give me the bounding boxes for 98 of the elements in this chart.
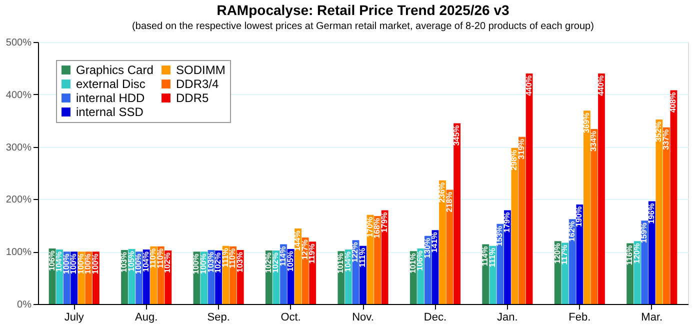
data-label: 101% <box>408 253 418 274</box>
data-label: 319% <box>516 138 526 160</box>
data-label: 102% <box>264 252 273 274</box>
x-tick-label: Oct. <box>280 312 301 324</box>
bar <box>576 204 584 304</box>
data-label: 114% <box>278 246 288 266</box>
legend-label: internal SSD <box>76 105 144 119</box>
data-label: 159% <box>640 222 649 244</box>
data-label: 101% <box>336 253 346 274</box>
data-label: 120% <box>632 243 642 264</box>
data-label: 352% <box>654 122 664 142</box>
data-label: 153% <box>495 226 504 246</box>
data-label: 104% <box>141 252 150 272</box>
data-label: 100% <box>84 254 93 274</box>
data-label: 190% <box>574 206 584 227</box>
legend-label: DDR3/4 <box>176 77 220 91</box>
data-label: 106% <box>416 250 425 271</box>
chart-subtitle: (based on the respective lowest prices at German retail market, average of 8-20 products of each group) <box>132 21 594 32</box>
y-tick-label: 400% <box>6 90 32 101</box>
data-label: 100% <box>192 254 201 274</box>
data-label: 218% <box>444 192 454 212</box>
data-label: 236% <box>437 182 446 203</box>
data-label: 100% <box>90 254 100 274</box>
data-label: 440% <box>596 75 606 96</box>
data-label: 105% <box>286 250 295 272</box>
data-label: 100% <box>62 254 71 274</box>
x-tick-label: Aug. <box>135 312 158 324</box>
y-tick-label: 500% <box>6 38 32 48</box>
data-label: 298% <box>510 150 519 170</box>
data-label: 369% <box>582 112 591 134</box>
x-tick-label: Nov. <box>352 312 374 324</box>
chart-title: RAMpocalyse: Retail Price Trend 2025/26 v3 <box>216 2 510 18</box>
data-label: 120% <box>552 243 562 264</box>
data-label: 345% <box>452 125 462 146</box>
data-label: 179% <box>502 212 512 233</box>
data-label: 170% <box>365 216 374 238</box>
bar <box>439 180 446 304</box>
data-label: 103% <box>206 252 216 272</box>
data-label: 117% <box>560 244 570 265</box>
data-label: 110% <box>148 248 158 268</box>
legend-label: Graphics Card <box>76 63 154 77</box>
data-label: 122% <box>350 242 360 263</box>
bar <box>381 210 388 304</box>
bar <box>583 110 590 304</box>
data-label: 103% <box>120 252 129 272</box>
x-tick-label: Feb. <box>568 312 591 324</box>
data-label: 100% <box>199 254 208 274</box>
data-label: 111% <box>488 248 497 268</box>
bar <box>648 201 656 304</box>
data-label: 100% <box>76 254 86 274</box>
legend-label: DDR5 <box>176 91 209 105</box>
legend-label: external Disc <box>76 77 146 91</box>
data-label: 119% <box>308 244 317 264</box>
data-label: 179% <box>380 212 389 233</box>
x-tick-label: Jan. <box>497 312 518 324</box>
data-label: 334% <box>589 130 598 152</box>
data-label: 110% <box>228 248 238 268</box>
legend-label: internal HDD <box>76 91 146 105</box>
bar <box>504 210 511 304</box>
data-label: 130% <box>422 238 432 258</box>
data-label: 114% <box>480 246 490 266</box>
data-label: 110% <box>156 248 165 268</box>
data-label: 100% <box>69 254 78 274</box>
data-label: 102% <box>271 252 280 274</box>
data-label: 104% <box>54 252 64 272</box>
data-label: 100% <box>134 254 144 274</box>
data-label: 196% <box>646 203 656 224</box>
data-label: 104% <box>343 252 352 272</box>
data-label: 103% <box>235 252 244 272</box>
y-tick-label: 100% <box>6 247 32 258</box>
y-tick-label: 200% <box>6 194 32 206</box>
bar <box>518 136 526 304</box>
y-tick-label: 0% <box>17 300 32 310</box>
data-label: 111% <box>358 248 367 268</box>
data-label: 111% <box>220 248 230 268</box>
data-label: 168% <box>372 218 382 238</box>
data-label: 127% <box>300 239 310 260</box>
bar <box>598 73 605 304</box>
bar <box>662 127 670 304</box>
x-tick-label: Dec. <box>424 312 447 324</box>
y-tick-label: 300% <box>6 142 32 154</box>
data-label: 162% <box>567 221 576 242</box>
data-label: 106% <box>47 250 56 271</box>
x-tick-label: Mar. <box>641 312 663 324</box>
data-label: 337% <box>661 129 670 150</box>
data-label: 102% <box>163 252 172 274</box>
data-label: 144% <box>293 230 302 252</box>
data-label: 102% <box>214 252 223 274</box>
data-label: 141% <box>430 232 440 253</box>
data-label: 116% <box>625 245 634 266</box>
bar <box>656 120 663 304</box>
x-tick-label: Sep. <box>207 312 230 324</box>
x-tick-label: July <box>64 312 84 324</box>
data-label: 408% <box>668 92 678 113</box>
data-label: 440% <box>524 75 534 96</box>
data-label: 105% <box>126 250 136 272</box>
legend-label: SODIMM <box>176 63 226 77</box>
bar <box>454 123 460 304</box>
